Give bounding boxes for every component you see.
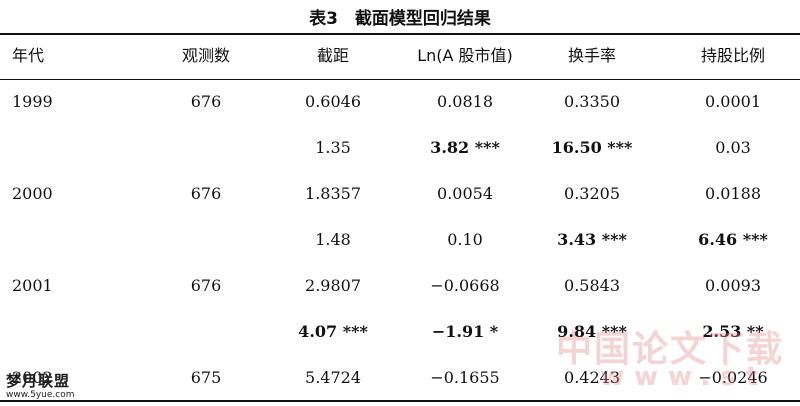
bottom-rule [0, 400, 800, 402]
table-cell: 0.6046 [305, 92, 361, 111]
table-cell: −0.0246 [698, 368, 768, 387]
top-rule [0, 33, 800, 35]
table-cell: −1.91 * [431, 322, 499, 341]
table-cell: 3.82 *** [430, 138, 500, 157]
table-cell: 676 [190, 92, 222, 111]
table-cell: 2002 [12, 368, 53, 387]
table-cell: 2000 [12, 184, 53, 203]
table-cell: −0.1655 [430, 368, 500, 387]
table-cell: 0.0054 [437, 184, 493, 203]
table-cell: 1.8357 [305, 184, 361, 203]
table-cell: 1.48 [315, 230, 351, 249]
watermark-logo-url: www.5yue.com [6, 390, 75, 400]
table-cell: 0.5843 [564, 276, 620, 295]
column-header: 持股比例 [700, 46, 766, 65]
table-cell: 0.03 [715, 138, 751, 157]
table-cell: 0.0093 [705, 276, 761, 295]
table-cell: 0.10 [447, 230, 483, 249]
table-cell: 3.43 *** [557, 230, 627, 249]
column-header: 截距 [316, 46, 350, 65]
table-cell: 0.3205 [564, 184, 620, 203]
header-rule [0, 79, 800, 80]
column-header: 年代 [12, 46, 45, 65]
table-cell: −0.0668 [430, 276, 500, 295]
table-cell: 676 [190, 276, 222, 295]
column-header: 观测数 [181, 46, 231, 65]
table-cell: 0.0001 [705, 92, 761, 111]
column-header: Ln(A 股市值) [417, 46, 513, 65]
table-cell: 1999 [12, 92, 53, 111]
table-caption: 表3 截面模型回归结果 [309, 9, 491, 29]
table-cell: 676 [190, 184, 222, 203]
table-cell: 16.50 *** [551, 138, 633, 157]
table-cell: 2001 [12, 276, 53, 295]
table-cell: 6.46 *** [698, 230, 768, 249]
table-cell: 0.3350 [564, 92, 620, 111]
table-cell: 0.4243 [564, 368, 620, 387]
table-cell: 675 [190, 368, 222, 387]
table-cell: 5.4724 [305, 368, 361, 387]
table-cell: 0.0818 [437, 92, 493, 111]
table-cell: 0.0188 [705, 184, 761, 203]
table-cell: 1.35 [315, 138, 351, 157]
table-cell: 2.9807 [305, 276, 361, 295]
table-cell: 9.84 *** [557, 322, 627, 341]
table-cell: 4.07 *** [298, 322, 368, 341]
table-cell: 2.53 ** [702, 322, 764, 341]
column-header: 换手率 [567, 46, 617, 65]
